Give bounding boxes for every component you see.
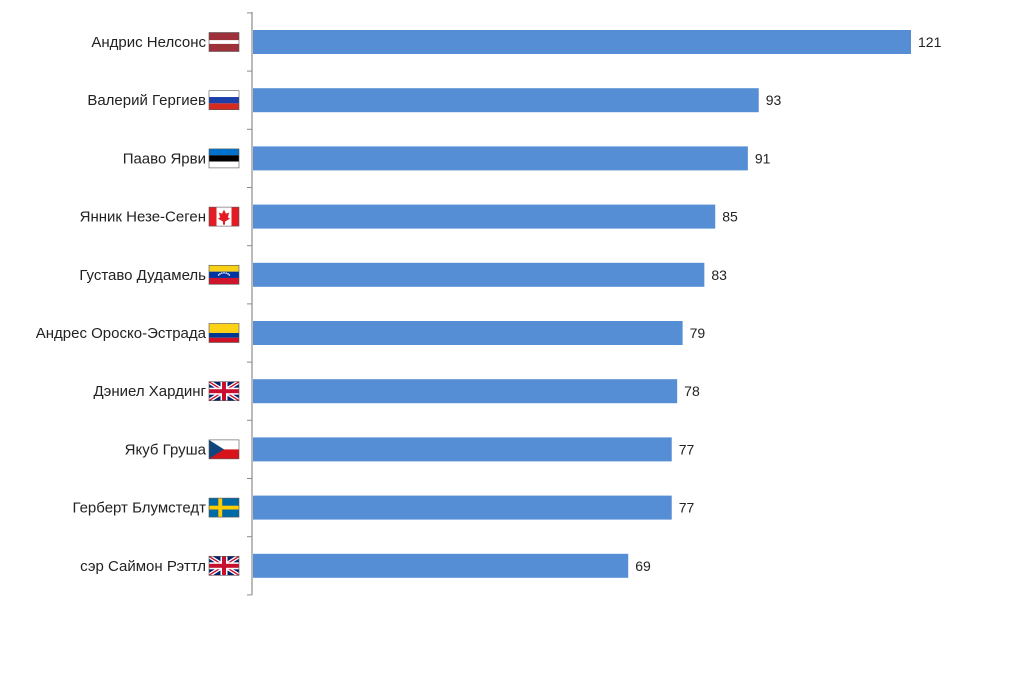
category-label: Якуб Груша	[125, 441, 207, 458]
uk-flag-icon	[207, 554, 241, 577]
category-label: Андрис Нелсонс	[91, 34, 206, 51]
bar-value-label: 77	[679, 441, 695, 457]
category-label: Герберт Блумстедт	[72, 500, 206, 517]
category-label: Дэниел Хардинг	[94, 383, 207, 400]
bar-value-label: 91	[755, 150, 771, 166]
bar	[253, 146, 748, 171]
labels-layer: 121 Андрис Нелсонс 93 Валерий Гергиев 91 Паав…	[36, 34, 942, 575]
sweden-flag-icon	[208, 497, 240, 518]
bars-layer	[253, 30, 911, 578]
bar	[253, 379, 678, 404]
bar	[253, 495, 672, 520]
bar	[253, 553, 629, 578]
bar	[253, 262, 705, 287]
category-label: Валерий Гергиев	[87, 92, 206, 109]
axis-layer	[247, 12, 253, 596]
category-label: Андрес Ороско-Эстрада	[36, 325, 207, 342]
bar-value-label: 79	[690, 325, 706, 341]
category-label: Пааво Ярви	[123, 150, 206, 167]
bar	[253, 88, 759, 113]
latvia-flag-icon	[208, 32, 240, 52]
estonia-flag-icon	[208, 148, 240, 169]
bar	[253, 321, 683, 345]
bar-value-label: 93	[766, 92, 782, 108]
flags-layer	[207, 32, 241, 577]
category-label: Густаво Дудамель	[79, 267, 206, 284]
bar-value-label: 77	[679, 500, 695, 516]
canada-flag-icon	[208, 206, 240, 227]
bar	[253, 437, 672, 462]
russia-flag-icon	[208, 90, 240, 110]
uk-flag-icon	[207, 380, 241, 403]
bar-value-label: 69	[635, 558, 651, 574]
bar-value-label: 78	[684, 383, 700, 399]
venezuela-flag-icon	[208, 264, 240, 285]
bar	[253, 30, 911, 54]
colombia-flag-icon	[208, 323, 240, 343]
czech-flag-icon	[208, 439, 240, 460]
bar-value-label: 121	[918, 34, 942, 50]
category-label: сэр Саймон Рэттл	[80, 558, 206, 575]
bar-value-label: 83	[711, 267, 727, 283]
bar	[253, 204, 716, 229]
category-label: Янник Незе-Сеген	[80, 209, 206, 226]
bar-value-label: 85	[722, 209, 738, 225]
